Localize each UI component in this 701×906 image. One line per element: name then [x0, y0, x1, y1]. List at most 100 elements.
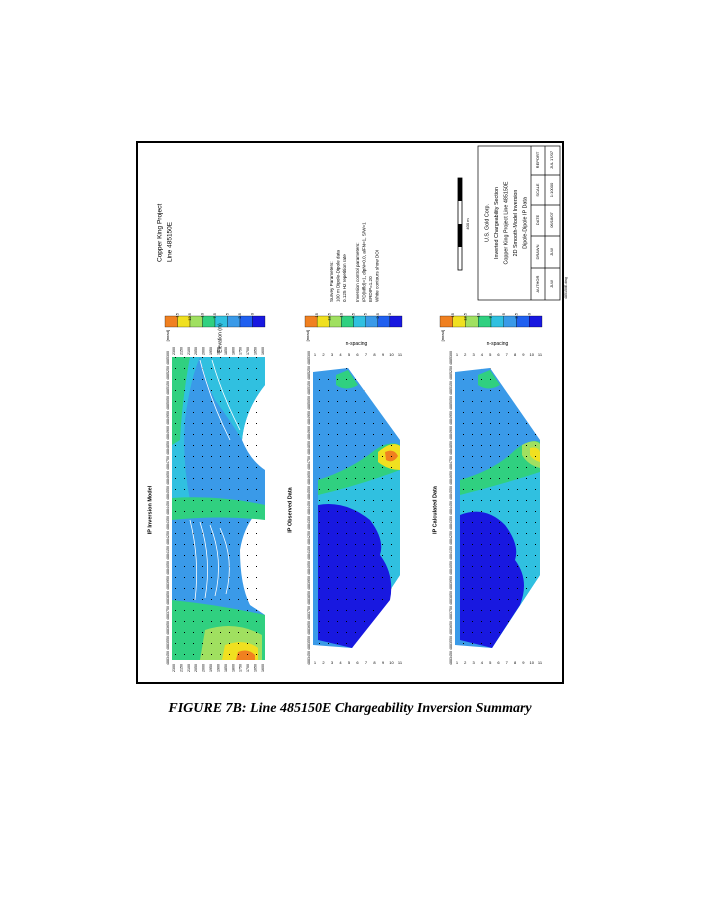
n-tick: 5 [348, 352, 351, 357]
northing-label: 4884750 [307, 456, 311, 470]
northing-label: 4884350 [449, 516, 453, 530]
elevation-tick: 2100 [187, 664, 191, 672]
legend-label: 0 [526, 312, 531, 315]
scale-label: 400 m [465, 218, 470, 230]
n-tick: 3 [472, 660, 475, 665]
northing-label: 4883950 [307, 576, 311, 590]
n-tick: 11 [538, 352, 543, 357]
northing-label: 4884050 [307, 561, 311, 575]
legend-label: 7.5 [488, 312, 493, 318]
observed-panel [313, 368, 400, 648]
n-tick: 4 [481, 352, 484, 357]
n-tick: 7 [506, 352, 509, 357]
elevation-tick: 1900 [216, 664, 220, 672]
table-header: DRAWN [535, 244, 540, 259]
elevation-tick: 1950 [209, 664, 213, 672]
northing-label: 4883950 [166, 576, 170, 590]
northing-label: 4883450 [307, 651, 311, 665]
n-tick: 2 [322, 660, 325, 665]
n-tick: 4 [339, 352, 342, 357]
n-tick: 2 [322, 352, 325, 357]
table-value: JLW [549, 280, 554, 288]
n-tick: 9 [522, 352, 525, 357]
elevation-tick: 2300 [172, 664, 176, 672]
table-header: REPORT [535, 151, 540, 168]
table-value: JLW [549, 248, 554, 256]
elevation-tick: 1800 [231, 347, 235, 355]
legend-unit: [mrad] [305, 330, 310, 341]
legend-swatch [529, 315, 543, 328]
elevation-tick: 1950 [209, 347, 213, 355]
northing-label: 4885300 [307, 351, 311, 365]
title-block-line: Dipole-Dipole IP Data [522, 197, 528, 249]
survey-note: 100 m Dipole-Dipole data [336, 250, 341, 302]
n-tick: 7 [365, 660, 368, 665]
n-tick: 7 [506, 660, 509, 665]
legend-label: 5 [225, 312, 230, 315]
n-tick: 6 [497, 660, 500, 665]
legend-swatch [252, 315, 266, 328]
line-title: Line 485150E [167, 221, 174, 262]
legend-label: 12.5 [463, 312, 468, 321]
n-tick: 10 [389, 352, 394, 357]
northing-label: 4883550 [449, 636, 453, 650]
n-tick: 5 [489, 352, 492, 357]
n-tick: 3 [331, 352, 334, 357]
survey-note: 0.125 Hz repetition rate [342, 254, 347, 302]
n-tick: 8 [514, 352, 517, 357]
northing-label: 4884150 [307, 546, 311, 560]
elevation-tick: 1600 [261, 347, 265, 355]
scale-bar [457, 177, 463, 271]
legend-label: 10 [200, 312, 205, 317]
northing-label: 4884750 [449, 456, 453, 470]
elevation-tick: 1600 [261, 664, 265, 672]
n-tick: 2 [464, 660, 467, 665]
legend-label: 15 [314, 312, 319, 317]
n-tick: 3 [331, 660, 334, 665]
panel-title: IP Calculated Data [432, 485, 438, 534]
elevation-tick: 2050 [194, 664, 198, 672]
n-tick: 1 [314, 660, 317, 665]
northing-label: 4884850 [307, 441, 311, 455]
table-value: 06/18/07 [549, 211, 554, 227]
n-tick: 5 [489, 660, 492, 665]
n-tick: 6 [356, 660, 359, 665]
n-tick: 8 [373, 352, 376, 357]
n-tick: 6 [497, 352, 500, 357]
northing-label: 4883550 [166, 636, 170, 650]
elevation-tick: 2000 [202, 347, 206, 355]
legend-label: 7.5 [212, 312, 217, 318]
northing-label: 4884250 [166, 531, 170, 545]
northing-label: 4885250 [307, 366, 311, 380]
legend-label: 7.5 [351, 312, 356, 318]
northing-label: 4885050 [449, 396, 453, 410]
northing-label: 4885300 [449, 351, 453, 365]
n-tick: 1 [314, 352, 317, 357]
panel-title: IP Observed Data [287, 486, 293, 532]
northing-label: 4885150 [166, 381, 170, 395]
elevation-tick: 2300 [172, 347, 176, 355]
northing-label: 4884150 [449, 546, 453, 560]
elevation-tick: 1750 [239, 664, 243, 672]
title-block [477, 145, 561, 301]
legend-unit: [mrad] [165, 330, 170, 341]
elevation-tick: 1850 [224, 664, 228, 672]
northing-label: 4884550 [166, 486, 170, 500]
n-tick: 5 [348, 660, 351, 665]
legend-swatch [389, 315, 403, 328]
legend-label: 10 [475, 312, 480, 317]
northing-label: 4884650 [449, 471, 453, 485]
elevation-tick: 2000 [202, 664, 206, 672]
northing-label: 4885050 [307, 396, 311, 410]
elevation-tick: 2050 [194, 347, 198, 355]
legend-label: 15 [175, 312, 180, 317]
northing-label: 4883650 [449, 621, 453, 635]
elevation-label: Elevation (m) [217, 323, 223, 353]
northing-label: 4883650 [307, 621, 311, 635]
title-block-line: 2D Smooth-Model Inversion [513, 190, 519, 257]
table-value: 1:10000 [549, 182, 554, 197]
n-tick: 10 [529, 660, 534, 665]
elevation-tick: 1750 [239, 347, 243, 355]
table-header: SCALE [535, 183, 540, 196]
northing-label: 4884950 [449, 411, 453, 425]
